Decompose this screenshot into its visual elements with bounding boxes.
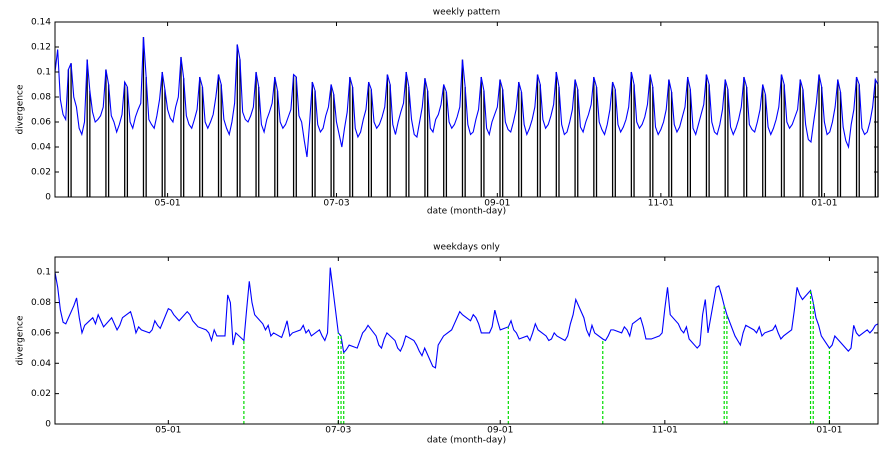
x-tick-label: 09-01 — [487, 426, 513, 436]
y-tick-label: 0.04 — [31, 143, 51, 153]
y-tick-label: 0.1 — [37, 68, 51, 78]
y-tick-label: 0 — [45, 420, 51, 430]
x-tick-label: 01-01 — [816, 426, 842, 436]
chart-title: weekly pattern — [433, 8, 500, 18]
x-tick-label: 07-03 — [325, 426, 351, 436]
x-axis-label: date (month-day) — [427, 207, 506, 217]
x-tick-label: 01-01 — [811, 199, 837, 209]
y-tick-label: 0.06 — [31, 118, 51, 128]
x-tick-label: 09-01 — [484, 199, 510, 209]
x-tick-label: 07-03 — [323, 199, 349, 209]
y-tick-label: 0.12 — [31, 43, 51, 53]
data-line — [54, 267, 879, 369]
chart-title: weekdays only — [433, 243, 500, 253]
x-tick-label: 11-01 — [652, 426, 678, 436]
x-tick-label: 05-01 — [155, 199, 181, 209]
y-tick-label: 0.14 — [31, 18, 51, 28]
y-tick-label: 0.1 — [37, 268, 51, 278]
axes-box — [54, 21, 879, 198]
y-tick-label: 0 — [45, 193, 51, 203]
y-tick-label: 0.08 — [31, 93, 51, 103]
y-tick-label: 0.02 — [31, 389, 51, 399]
x-tick-label: 11-01 — [648, 199, 674, 209]
axes-box — [54, 256, 879, 425]
y-tick-label: 0.08 — [31, 298, 51, 308]
y-axis-label: divergence — [16, 315, 26, 366]
y-axis-label: divergence — [16, 84, 26, 135]
y-tick-label: 0.04 — [31, 359, 51, 369]
y-tick-label: 0.02 — [31, 168, 51, 178]
x-tick-label: 05-01 — [155, 426, 181, 436]
x-axis-label: date (month-day) — [427, 436, 506, 446]
data-line — [54, 36, 879, 158]
y-tick-label: 0.06 — [31, 328, 51, 338]
